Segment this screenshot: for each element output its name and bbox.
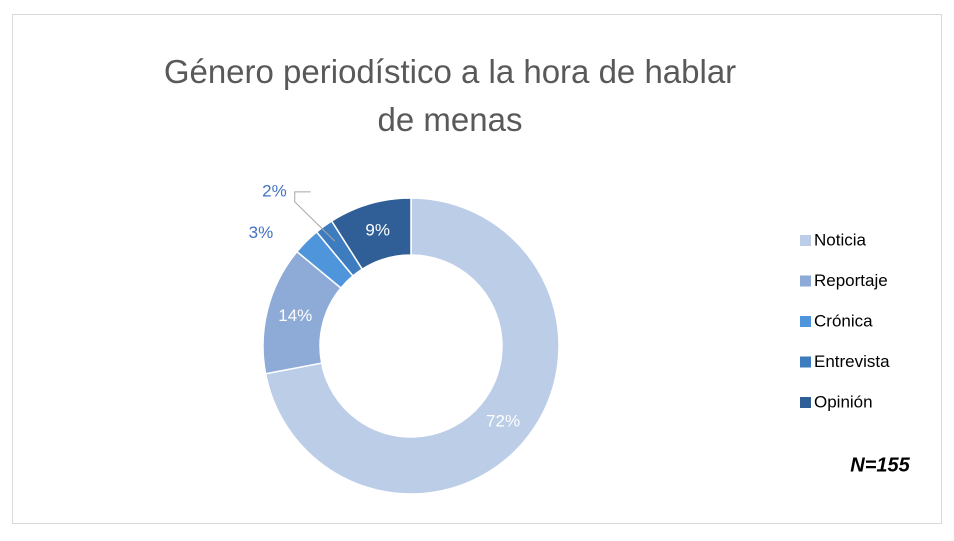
legend-label: Opinión xyxy=(814,392,873,411)
legend-label: Noticia xyxy=(814,230,867,249)
legend-swatch xyxy=(800,397,811,408)
donut-slice xyxy=(330,197,412,271)
annotation: N=155 xyxy=(850,454,910,476)
chart-border xyxy=(12,14,942,524)
legend-label: Reportaje xyxy=(814,271,888,290)
legend-swatch xyxy=(800,316,811,327)
legend-label: Entrevista xyxy=(814,352,890,371)
legend-swatch xyxy=(800,235,811,246)
chart-title: Género periodístico a la hora de hablar … xyxy=(163,53,737,138)
legend-label: Crónica xyxy=(814,311,873,330)
data-label: 2% xyxy=(262,181,287,200)
donut-slice xyxy=(264,197,560,495)
leader-line xyxy=(294,191,336,242)
legend-swatch xyxy=(800,275,811,287)
data-label: 3% xyxy=(249,223,274,242)
data-label: 72% xyxy=(486,412,520,431)
data-label: 9% xyxy=(365,221,390,240)
legend-swatch xyxy=(800,356,811,368)
data-label: 14% xyxy=(278,306,312,325)
